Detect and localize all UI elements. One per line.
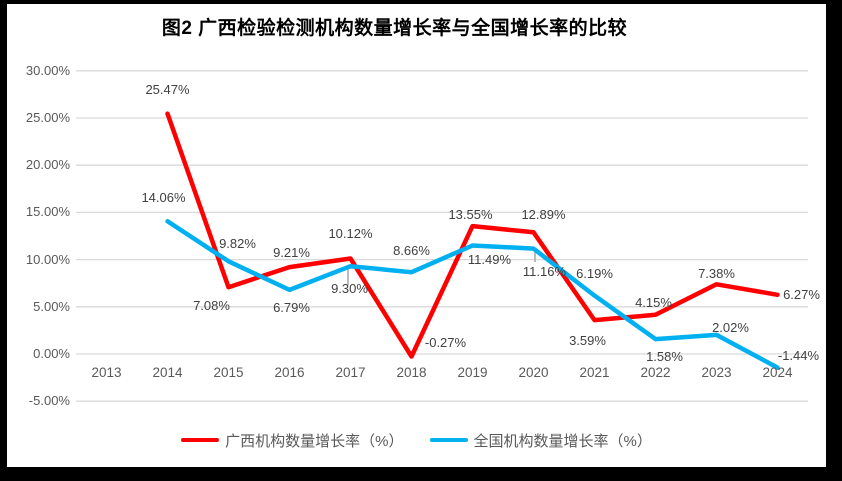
data-label-guangxi: -0.27% bbox=[424, 335, 467, 351]
x-tick-label: 2018 bbox=[396, 365, 427, 380]
x-tick-label: 2020 bbox=[518, 365, 549, 380]
legend-swatch-national bbox=[429, 437, 468, 443]
y-tick-label: 25.00% bbox=[25, 110, 70, 125]
legend-label-guangxi: 广西机构数量增长率（%） bbox=[225, 432, 404, 450]
x-tick-label: 2024 bbox=[762, 365, 793, 380]
data-label-national: 11.16% bbox=[522, 264, 567, 280]
legend: 广西机构数量增长率（%） 全国机构数量增长率（%） bbox=[7, 428, 826, 452]
x-tick-label: 2017 bbox=[335, 365, 366, 380]
data-label-guangxi: 7.08% bbox=[193, 297, 230, 313]
y-tick-label: 20.00% bbox=[25, 157, 70, 173]
x-tick-label: 2021 bbox=[579, 365, 610, 380]
data-label-guangxi: 9.21% bbox=[273, 244, 310, 260]
x-tick-label: 2014 bbox=[152, 365, 183, 380]
y-tick-label: 30.00% bbox=[25, 62, 70, 78]
data-label-guangxi: 3.59% bbox=[569, 332, 606, 348]
legend-swatch-guangxi bbox=[181, 437, 220, 443]
data-label-national: 11.49% bbox=[467, 252, 512, 268]
data-label-national: 2.02% bbox=[712, 320, 749, 336]
x-tick-label: 2013 bbox=[91, 365, 122, 380]
x-tick-label: 2019 bbox=[457, 365, 488, 380]
data-label-guangxi: 7.38% bbox=[698, 265, 735, 281]
y-tick-label: 0.00% bbox=[33, 346, 70, 361]
plot-area bbox=[76, 70, 808, 402]
legend-item-national: 全国机构数量增长率（%） bbox=[429, 430, 652, 451]
data-label-national: 6.79% bbox=[273, 300, 310, 316]
data-label-national: 14.06% bbox=[141, 189, 186, 205]
data-label-guangxi: 13.55% bbox=[448, 206, 493, 222]
data-label-national: 9.30% bbox=[331, 280, 368, 296]
x-tick-label: 2015 bbox=[213, 365, 244, 380]
data-label-national: 6.19% bbox=[576, 266, 613, 282]
data-label-national: 9.82% bbox=[219, 235, 256, 251]
data-label-guangxi: 6.27% bbox=[783, 287, 820, 303]
chart-title: 图2 广西检验检测机构数量增长率与全国增长率的比较 bbox=[161, 18, 628, 39]
x-tick-label: 2022 bbox=[640, 365, 671, 380]
data-label-national: 8.66% bbox=[393, 242, 430, 258]
chart-canvas: 图2 广西检验检测机构数量增长率与全国增长率的比较 30.00% 25.00% 20… bbox=[7, 4, 826, 467]
data-label-guangxi: 4.15% bbox=[635, 295, 672, 311]
y-tick-label: -5.00% bbox=[28, 393, 70, 409]
y-tick-label: 5.00% bbox=[33, 298, 70, 314]
legend-item-guangxi: 广西机构数量增长率（%） bbox=[181, 430, 404, 451]
data-label-guangxi: 10.12% bbox=[328, 225, 373, 241]
series-line-guangxi bbox=[165, 111, 780, 359]
data-label-national: 1.58% bbox=[646, 348, 683, 364]
data-label-guangxi: 12.89% bbox=[521, 206, 566, 222]
x-tick-label: 2023 bbox=[701, 365, 732, 380]
y-tick-label: 15.00% bbox=[25, 204, 70, 220]
data-label-national: -1.44% bbox=[777, 348, 820, 364]
legend-label-national: 全国机构数量增长率（%） bbox=[473, 432, 652, 450]
x-tick-label: 2016 bbox=[274, 365, 305, 380]
series-line-national bbox=[165, 219, 780, 370]
data-label-guangxi: 25.47% bbox=[145, 82, 190, 98]
y-tick-label: 10.00% bbox=[25, 251, 70, 267]
